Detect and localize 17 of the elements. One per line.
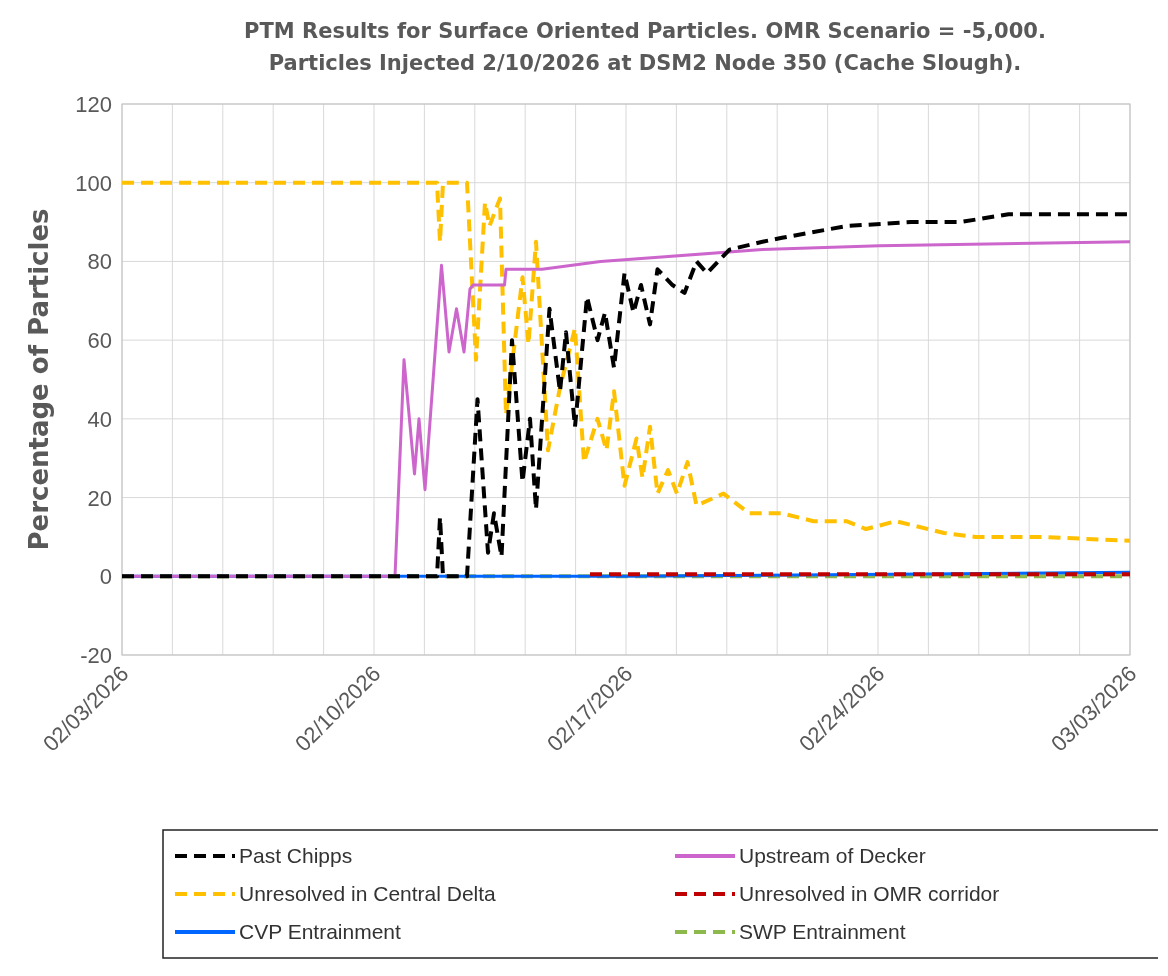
legend-label: CVP Entrainment xyxy=(239,920,402,943)
y-tick-label: 80 xyxy=(87,249,112,275)
y-tick-label: 40 xyxy=(87,406,112,432)
y-tick-label: 0 xyxy=(99,564,112,590)
y-tick-label: -20 xyxy=(80,643,112,668)
line-series xyxy=(120,180,1132,543)
y-tick-label: 20 xyxy=(87,485,112,511)
y-tick-label: 120 xyxy=(75,92,112,117)
chart-title: PTM Results for Surface Oriented Particles. OMR Scenario = -5,000. Particles Injected 2/10/2026 at DSM2 Node 350 (Cache Slough). xyxy=(244,19,1046,75)
legend-label: Unresolved in OMR corridor xyxy=(739,882,1000,905)
y-axis-title: Percentage of Particles xyxy=(24,208,54,551)
legend-label: Upstream of Decker xyxy=(739,844,926,867)
legend-label: Unresolved in Central Delta xyxy=(239,882,497,905)
y-tick-label: 100 xyxy=(75,170,112,196)
y-tick-label: 60 xyxy=(87,328,112,354)
legend-label: Past Chipps xyxy=(239,844,353,867)
legend-label: SWP Entrainment xyxy=(739,920,906,943)
